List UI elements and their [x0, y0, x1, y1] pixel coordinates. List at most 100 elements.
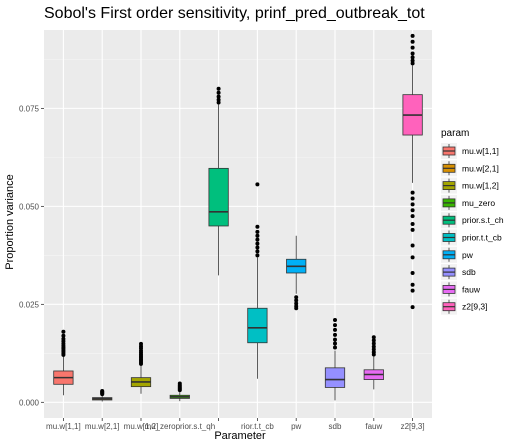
outlier-point — [294, 298, 299, 303]
outlier-point — [410, 58, 415, 63]
outlier-point — [410, 288, 415, 293]
outlier-point — [61, 336, 66, 341]
box-rect — [324, 367, 346, 388]
y-tick-label: 0.075 — [19, 104, 40, 113]
outlier-point — [216, 100, 221, 105]
outlier-point — [177, 381, 182, 386]
chart-title: Sobol's First order sensitivity, prinf_p… — [44, 5, 425, 22]
outlier-point — [333, 327, 337, 332]
legend-item: fauw — [441, 281, 481, 298]
x-axis-title: Parameter — [214, 430, 266, 442]
x-tick-label: mu.w[1,1] — [46, 422, 81, 431]
outlier-point — [410, 243, 415, 248]
outlier-point — [255, 233, 260, 238]
x-tick-label: rior.t.t_cb — [241, 422, 274, 431]
outlier-point — [333, 332, 337, 337]
x-tick-label: z2[9,3] — [401, 422, 425, 431]
legend-label: fauw — [462, 284, 481, 294]
outlier-point — [410, 214, 415, 219]
outlier-point — [410, 222, 415, 226]
y-tick-label: 0.050 — [19, 202, 40, 211]
outlier-point — [333, 318, 337, 323]
outlier-point — [410, 33, 415, 38]
box-5 — [208, 86, 229, 276]
outlier-point — [255, 253, 260, 258]
legend-label: z2[9,3] — [462, 302, 488, 312]
outlier-point — [333, 341, 337, 346]
legend-title: param — [441, 128, 469, 139]
outlier-point — [139, 341, 143, 346]
outlier-point — [371, 338, 376, 343]
legend-label: mu.w[1,2] — [462, 181, 499, 191]
y-tick-label: 0.000 — [19, 398, 40, 407]
legend-item: prior.s.t_ch — [441, 212, 504, 229]
outlier-point — [255, 224, 260, 229]
outlier-point — [61, 329, 66, 334]
box-1 — [53, 329, 74, 396]
outlier-point — [410, 282, 415, 287]
outlier-point — [410, 270, 415, 275]
outlier-point — [333, 323, 337, 328]
legend-item: sdb — [441, 264, 476, 281]
box-3 — [130, 341, 152, 394]
outlier-point — [333, 337, 337, 342]
outlier-point — [216, 86, 221, 91]
outlier-point — [255, 245, 260, 250]
y-axis: 0.000 0.025 0.050 0.075 — [19, 104, 44, 407]
box-7 — [286, 235, 307, 311]
outlier-point — [333, 345, 337, 350]
legend-item: z2[9,3] — [441, 298, 488, 315]
box-2 — [92, 388, 113, 402]
outlier-point — [216, 97, 221, 102]
outlier-point — [100, 388, 105, 393]
outlier-point — [255, 237, 260, 242]
legend-label: mu_zero — [462, 198, 495, 208]
outlier-point — [410, 39, 415, 44]
legend-label: prior.t.t_cb — [462, 233, 502, 243]
outlier-point — [255, 182, 260, 187]
legend-item: pw — [441, 246, 474, 263]
outlier-point — [294, 301, 299, 306]
legend-item: mu.w[1,1] — [441, 143, 499, 159]
outlier-point — [410, 190, 415, 195]
outlier-point — [410, 227, 415, 232]
box-10 — [402, 33, 423, 310]
box-rect — [247, 307, 268, 344]
outlier-point — [216, 94, 221, 99]
legend-item: mu_zero — [441, 194, 495, 211]
x-tick-label: mu_zeroprior.s.t_qh — [144, 422, 215, 431]
legend-label: mu.w[2,1] — [462, 163, 499, 173]
outlier-point — [216, 90, 221, 95]
box-rect — [208, 167, 229, 227]
outlier-point — [410, 51, 415, 56]
legend-label: sdb — [462, 267, 476, 277]
outlier-point — [410, 202, 415, 207]
outlier-point — [371, 341, 376, 346]
x-tick-label: mu.w[1,2] — [124, 422, 159, 431]
outlier-point — [410, 45, 415, 50]
box-8 — [324, 318, 346, 401]
outlier-point — [371, 350, 376, 355]
outlier-point — [255, 249, 260, 254]
outlier-point — [371, 344, 376, 349]
outlier-point — [410, 208, 415, 213]
outlier-point — [410, 255, 415, 260]
outlier-point — [294, 295, 299, 300]
outlier-point — [410, 196, 415, 201]
x-tick-label: pw — [291, 422, 301, 431]
boxes — [53, 33, 423, 402]
box-6 — [247, 182, 268, 379]
box-9 — [363, 335, 384, 390]
y-tick-label: 0.025 — [19, 300, 40, 309]
x-tick-label: mu.w[2,1] — [85, 422, 120, 431]
y-axis-title: Proportion variance — [4, 174, 16, 269]
outlier-point — [410, 61, 415, 66]
legend-item: mu.w[2,1] — [441, 160, 499, 177]
outlier-point — [410, 55, 415, 60]
box-4 — [169, 381, 190, 402]
outlier-point — [255, 241, 260, 246]
outlier-point — [410, 305, 415, 310]
outlier-point — [294, 306, 299, 311]
